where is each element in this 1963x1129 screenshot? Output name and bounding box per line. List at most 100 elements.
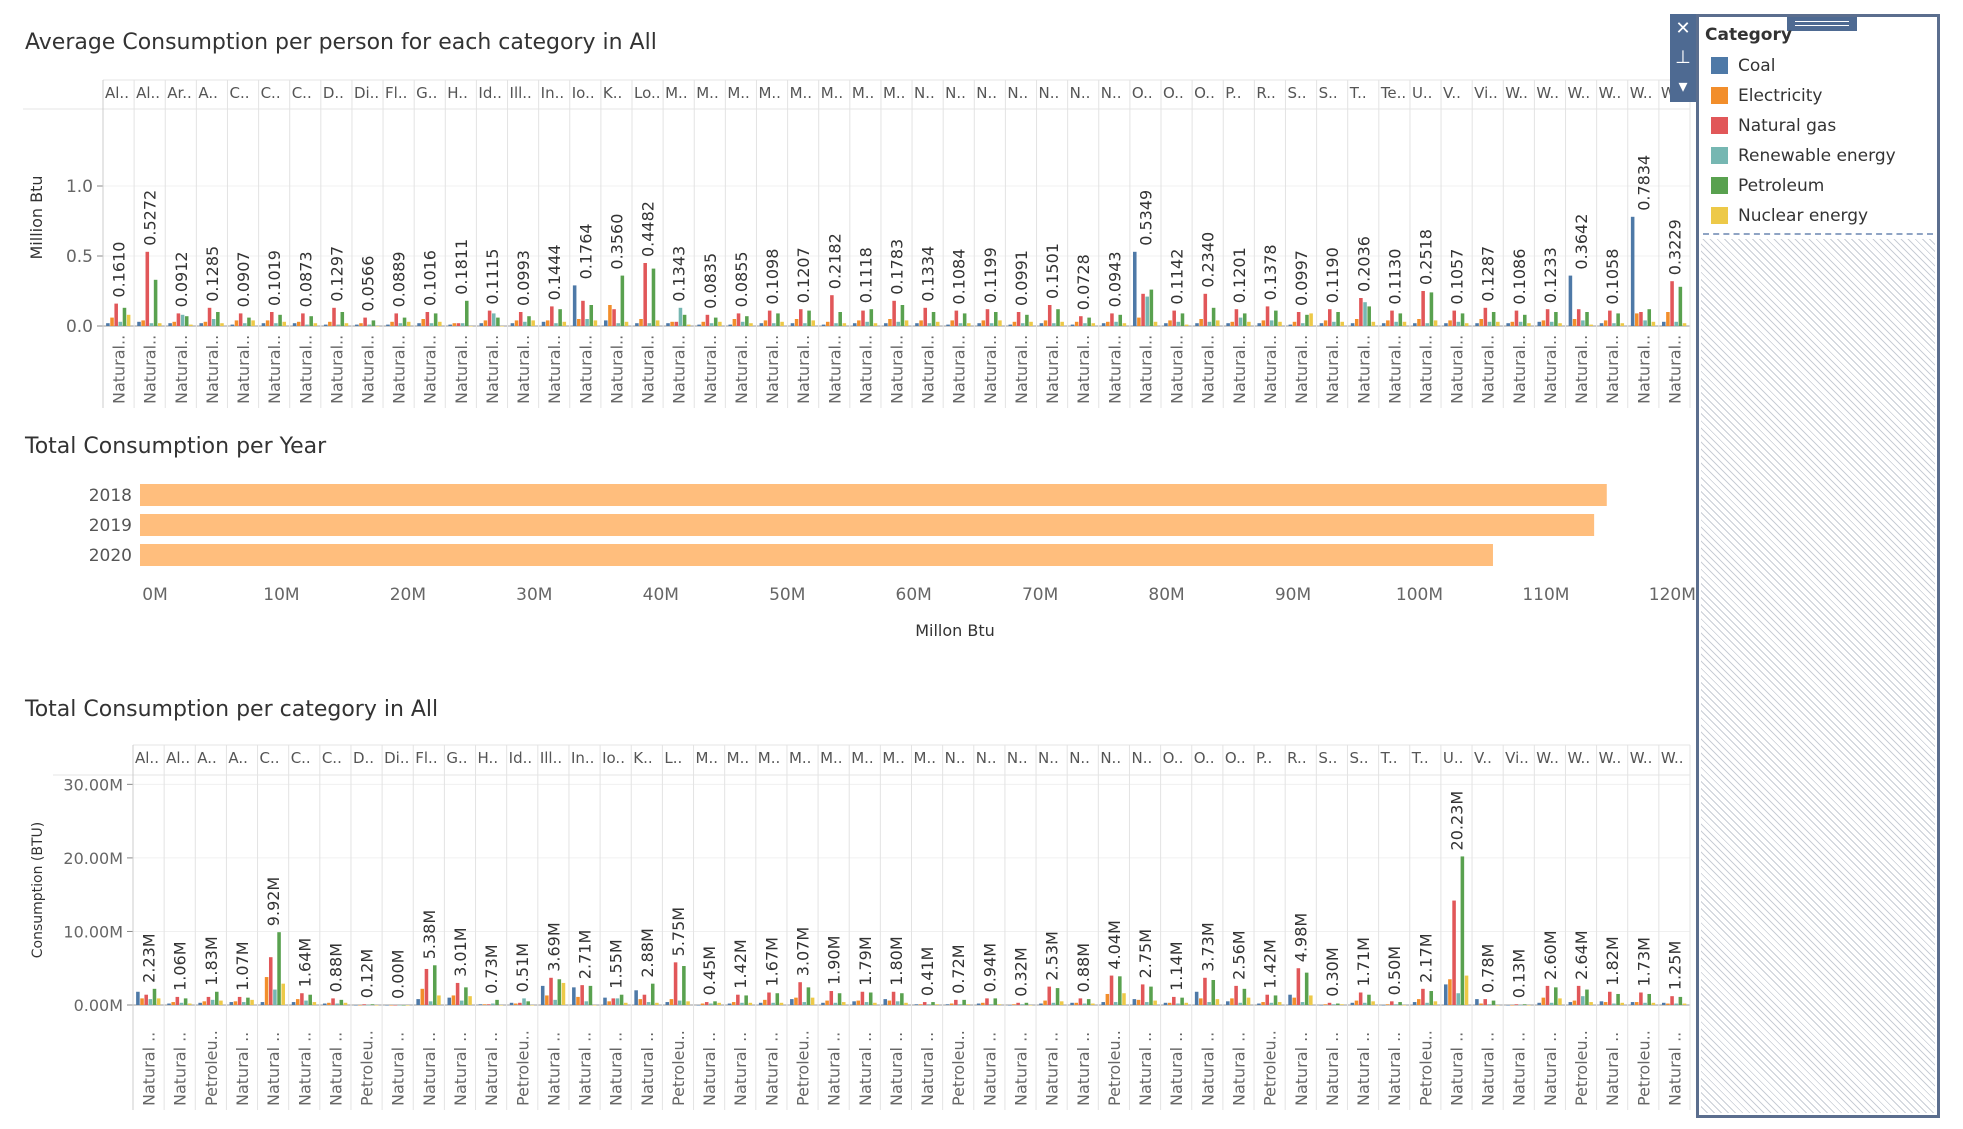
legend-item-electricity[interactable]: Electricity bbox=[1711, 85, 1822, 107]
bar-petroleum bbox=[1274, 310, 1278, 326]
bar-coal bbox=[1350, 323, 1355, 326]
legend-title: Category bbox=[1705, 25, 1792, 45]
y-tick-label: 30.00M bbox=[63, 775, 123, 794]
legend-drag-handle[interactable] bbox=[1787, 17, 1857, 31]
legend-item-petroleum[interactable]: Petroleum bbox=[1711, 175, 1824, 197]
bar-coal bbox=[758, 1002, 763, 1005]
bar-electricity bbox=[1354, 319, 1359, 326]
value-label: 0.3642 bbox=[1572, 214, 1591, 270]
bar-coal bbox=[1132, 999, 1137, 1005]
legend-separator bbox=[1703, 233, 1933, 235]
bar-petroleum bbox=[246, 997, 250, 1005]
column-header: M.. bbox=[727, 749, 749, 767]
bar-nuclear-energy bbox=[313, 323, 318, 326]
bar-electricity bbox=[608, 305, 612, 326]
bar-renewable-energy bbox=[1082, 1003, 1087, 1005]
row-label: Natural.. bbox=[732, 335, 751, 404]
value-label: 0.0873 bbox=[296, 251, 315, 307]
bar-renewable-energy bbox=[1114, 321, 1118, 326]
legend-item-renewable-energy[interactable]: Renewable energy bbox=[1711, 145, 1896, 167]
bar-renewable-energy bbox=[491, 313, 496, 326]
value-label: 0.1086 bbox=[1510, 249, 1529, 305]
bar-renewable-energy bbox=[927, 323, 932, 326]
bar-renewable-energy bbox=[366, 1005, 371, 1006]
bar-natural-gas bbox=[674, 321, 679, 326]
legend-item-natural-gas[interactable]: Natural gas bbox=[1711, 115, 1836, 137]
bar-coal bbox=[852, 323, 857, 326]
bar-renewable-energy bbox=[616, 323, 620, 326]
bar-coal bbox=[168, 323, 172, 326]
bar-petroleum bbox=[1429, 292, 1434, 326]
bar-natural-gas bbox=[1140, 984, 1145, 1005]
column-header: M.. bbox=[696, 749, 718, 767]
row-label: Natural.. bbox=[1479, 335, 1498, 404]
bar-coal bbox=[1475, 999, 1479, 1005]
bar-nuclear-energy bbox=[1402, 321, 1407, 326]
value-label: 0.2340 bbox=[1199, 232, 1218, 288]
x-tick-label: 0M bbox=[142, 585, 167, 605]
bar-nuclear-energy bbox=[718, 321, 722, 326]
row-label: Natural .. bbox=[1603, 1032, 1622, 1106]
bar-natural-gas bbox=[1452, 310, 1457, 326]
bar-electricity bbox=[825, 321, 830, 326]
column-header: N.. bbox=[1007, 749, 1028, 767]
row-label: Natural.. bbox=[981, 335, 1000, 404]
bar-petroleum bbox=[309, 316, 313, 326]
bar-petroleum bbox=[1149, 289, 1154, 326]
bar-natural-gas bbox=[1296, 312, 1301, 326]
bar-nuclear-energy bbox=[1246, 997, 1251, 1005]
column-header: M.. bbox=[789, 749, 811, 767]
bar-natural-gas bbox=[954, 310, 959, 326]
bar-nuclear-energy bbox=[1620, 1002, 1625, 1005]
bar-coal bbox=[478, 1004, 483, 1005]
bar-coal bbox=[1164, 323, 1168, 326]
bar-nuclear-energy bbox=[966, 1004, 971, 1005]
legend-label: Renewable energy bbox=[1738, 146, 1896, 166]
value-label: 0.1297 bbox=[327, 246, 346, 302]
column-header: M.. bbox=[758, 84, 780, 102]
bar-petroleum bbox=[370, 1004, 375, 1005]
value-label: 0.78M bbox=[1479, 944, 1498, 993]
bar-petroleum bbox=[869, 309, 874, 326]
bar-petroleum bbox=[1367, 306, 1371, 326]
legend-item-nuclear-energy[interactable]: Nuclear energy bbox=[1711, 205, 1868, 227]
bar-natural-gas bbox=[798, 982, 802, 1005]
value-label: 1.42M bbox=[731, 939, 750, 988]
column-header: T.. bbox=[1349, 84, 1367, 102]
bar-coal bbox=[1101, 1002, 1106, 1005]
bar-petroleum bbox=[1616, 993, 1620, 1005]
bar-nuclear-energy bbox=[219, 1000, 223, 1005]
bar-nuclear-energy bbox=[1153, 1000, 1157, 1005]
bar-natural-gas bbox=[1234, 985, 1238, 1005]
bar-coal bbox=[914, 1004, 919, 1005]
chevron-down-icon[interactable]: ▾ bbox=[1678, 76, 1688, 97]
value-label: 0.5272 bbox=[141, 190, 160, 246]
bar-petroleum bbox=[682, 966, 686, 1005]
bar-nuclear-energy bbox=[375, 326, 380, 327]
bar-petroleum bbox=[1242, 988, 1247, 1005]
bar-electricity bbox=[421, 319, 425, 326]
bar-coal bbox=[1195, 323, 1199, 326]
bar-electricity bbox=[949, 1003, 954, 1005]
legend-item-coal[interactable]: Coal bbox=[1711, 55, 1775, 77]
bar-renewable-energy bbox=[243, 323, 247, 326]
bar-renewable-energy bbox=[148, 999, 153, 1005]
bar-electricity bbox=[1448, 979, 1452, 1005]
bar-natural-gas bbox=[891, 991, 896, 1005]
row-label: Natural .. bbox=[638, 1032, 657, 1106]
bar-petroleum bbox=[1180, 313, 1185, 326]
bar-nuclear-energy bbox=[655, 1002, 659, 1005]
bar-coal bbox=[728, 324, 733, 326]
bar-nuclear-energy bbox=[250, 999, 254, 1005]
bar-electricity bbox=[1261, 320, 1266, 326]
bar-natural-gas bbox=[1390, 310, 1394, 326]
x-tick-label: 30M bbox=[516, 585, 552, 605]
bar-natural-gas bbox=[612, 309, 616, 326]
bar-petroleum bbox=[931, 1002, 935, 1005]
value-label: 1.90M bbox=[825, 936, 844, 985]
close-icon[interactable]: ✕ bbox=[1675, 18, 1691, 39]
row-label: Natural .. bbox=[1323, 1032, 1342, 1106]
bar-renewable-energy bbox=[1487, 1004, 1492, 1005]
pin-icon[interactable]: ⊥ bbox=[1675, 47, 1691, 68]
column-header: T.. bbox=[1411, 749, 1429, 767]
